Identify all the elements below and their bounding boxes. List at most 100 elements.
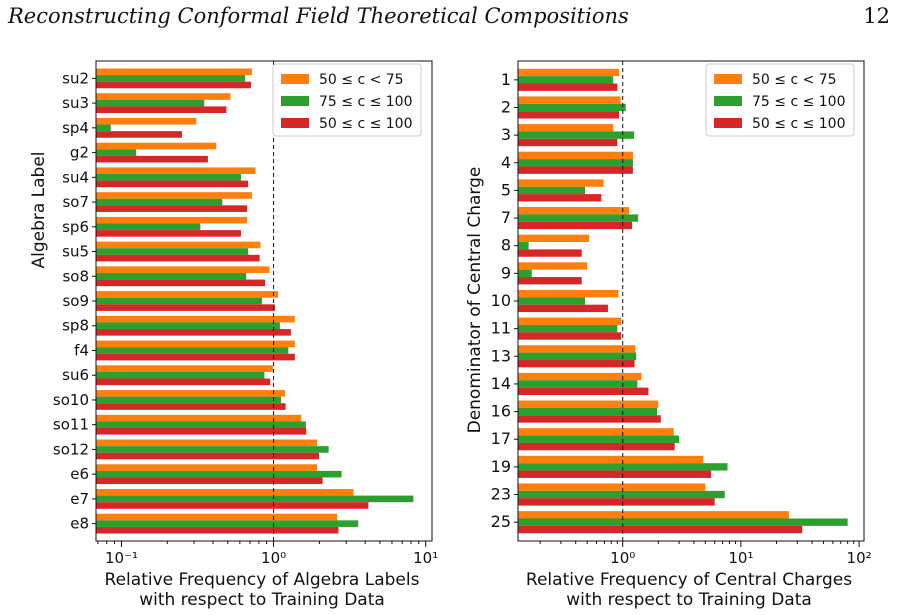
bar-right-19-series-2 bbox=[518, 463, 728, 471]
bar-left-sp6-series-1 bbox=[96, 216, 248, 224]
x-axis-label-right-line2: with respect to Training Data bbox=[566, 590, 812, 610]
bar-right-10-series-3 bbox=[518, 304, 608, 313]
bar-left-so11-series-2 bbox=[96, 421, 306, 428]
ytick-label-left-su5: su5 bbox=[62, 243, 89, 261]
ytick-label-left-su3: su3 bbox=[62, 94, 89, 112]
bar-left-f4-series-3 bbox=[96, 353, 295, 361]
ytick-label-left-g2: g2 bbox=[70, 144, 89, 162]
bar-left-su4-series-2 bbox=[96, 174, 241, 181]
bar-right-11-series-3 bbox=[518, 332, 622, 340]
bar-left-e7-series-3 bbox=[96, 502, 369, 509]
bar-left-e6-series-3 bbox=[96, 477, 323, 485]
bar-right-13-series-2 bbox=[518, 352, 637, 360]
bar-right-3-series-3 bbox=[518, 138, 618, 147]
ytick-label-right-19: 19 bbox=[491, 457, 511, 476]
bar-left-e6-series-2 bbox=[96, 470, 342, 478]
ytick-label-left-sp6: sp6 bbox=[62, 218, 89, 236]
bar-right-4-series-1 bbox=[518, 151, 633, 160]
bar-left-so10-series-2 bbox=[96, 396, 282, 404]
bar-right-14-series-1 bbox=[518, 372, 642, 381]
bar-left-e8-series-1 bbox=[96, 513, 338, 521]
bar-left-so8-series-3 bbox=[96, 279, 266, 287]
ytick-label-left-e7: e7 bbox=[70, 490, 89, 508]
bar-left-sp4-series-2 bbox=[96, 124, 111, 132]
bar-left-su3-series-1 bbox=[96, 93, 231, 100]
bar-left-so12-series-1 bbox=[96, 439, 318, 447]
xtick-label-left-0: 10⁻¹ bbox=[105, 549, 138, 567]
bar-left-g2-series-3 bbox=[96, 155, 208, 163]
bar-right-19-series-1 bbox=[518, 455, 704, 464]
x-axis-label-right-line1: Relative Frequency of Central Charges bbox=[526, 570, 852, 590]
bar-left-so12-series-2 bbox=[96, 446, 329, 453]
bar-right-10-series-1 bbox=[518, 289, 619, 298]
bar-left-so8-series-2 bbox=[96, 272, 247, 280]
xtick-label-left-2: 10¹ bbox=[413, 549, 438, 567]
bar-left-su6-series-1 bbox=[96, 365, 273, 372]
bar-right-23-series-1 bbox=[518, 483, 706, 491]
ytick-label-right-5: 5 bbox=[501, 180, 511, 199]
legend-label-right-2: 75 ≤ c ≤ 100 bbox=[752, 94, 846, 110]
legend-swatch-right-2 bbox=[714, 96, 742, 106]
ytick-label-right-4: 4 bbox=[501, 153, 511, 172]
bar-left-f4-series-1 bbox=[96, 340, 295, 348]
bar-right-8-series-1 bbox=[518, 234, 590, 243]
bar-right-2-series-2 bbox=[518, 103, 626, 112]
ytick-label-left-so11: so11 bbox=[53, 416, 89, 434]
xtick-label-right-0: 10⁰ bbox=[610, 549, 635, 567]
legend-label-right-3: 50 ≤ c ≤ 100 bbox=[752, 116, 846, 132]
bar-right-3-series-1 bbox=[518, 124, 614, 132]
bar-left-e7-series-2 bbox=[96, 495, 414, 503]
bar-right-17-series-3 bbox=[518, 442, 675, 451]
ytick-label-left-f4: f4 bbox=[74, 341, 89, 359]
bar-right-14-series-2 bbox=[518, 380, 638, 388]
bar-left-so7-series-3 bbox=[96, 205, 248, 212]
bar-left-su2-series-2 bbox=[96, 75, 246, 82]
ytick-label-right-17: 17 bbox=[491, 429, 511, 448]
bar-left-g2-series-2 bbox=[96, 149, 137, 156]
legend-label-left-3: 50 ≤ c ≤ 100 bbox=[319, 116, 413, 132]
bar-left-sp8-series-3 bbox=[96, 329, 291, 336]
bar-left-su4-series-1 bbox=[96, 167, 256, 175]
bar-left-so10-series-1 bbox=[96, 390, 286, 397]
bar-right-7-series-1 bbox=[518, 207, 629, 215]
bar-left-e7-series-1 bbox=[96, 489, 354, 496]
bar-left-so7-series-2 bbox=[96, 198, 223, 206]
y-axis-label-right: Denominator of Central Charge bbox=[465, 167, 485, 434]
legend-swatch-right-1 bbox=[714, 74, 742, 84]
ytick-label-right-2: 2 bbox=[501, 97, 511, 116]
bar-right-17-series-1 bbox=[518, 428, 674, 436]
bar-right-25-series-2 bbox=[518, 518, 848, 526]
ytick-label-right-9: 9 bbox=[501, 263, 511, 282]
bar-left-su4-series-3 bbox=[96, 180, 249, 188]
bar-right-13-series-3 bbox=[518, 359, 635, 368]
bar-left-so8-series-1 bbox=[96, 266, 270, 273]
legend-swatch-right-3 bbox=[714, 118, 742, 128]
bar-right-13-series-1 bbox=[518, 345, 636, 353]
xtick-label-right-1: 10¹ bbox=[728, 549, 753, 567]
ytick-label-right-11: 11 bbox=[491, 319, 511, 338]
xtick-label-right-2: 10² bbox=[847, 549, 872, 567]
ytick-label-right-13: 13 bbox=[491, 346, 511, 365]
bar-left-su2-series-3 bbox=[96, 81, 251, 89]
bar-right-9-series-1 bbox=[518, 262, 588, 270]
bar-right-25-series-3 bbox=[518, 525, 803, 534]
x-axis-label-left-line2: with respect to Training Data bbox=[139, 590, 385, 610]
bar-left-sp4-series-3 bbox=[96, 131, 183, 138]
bar-left-e8-series-3 bbox=[96, 526, 339, 534]
ytick-label-left-so7: so7 bbox=[62, 193, 89, 211]
ytick-label-right-10: 10 bbox=[491, 291, 511, 310]
bar-right-8-series-3 bbox=[518, 249, 582, 257]
bar-left-su5-series-2 bbox=[96, 248, 249, 255]
bar-right-7-series-2 bbox=[518, 214, 639, 222]
bar-left-su6-series-3 bbox=[96, 378, 271, 386]
bar-right-16-series-1 bbox=[518, 400, 659, 408]
bar-left-sp8-series-2 bbox=[96, 322, 280, 330]
legend-label-left-2: 75 ≤ c ≤ 100 bbox=[319, 94, 413, 110]
ytick-label-right-23: 23 bbox=[491, 485, 511, 504]
bar-left-so7-series-1 bbox=[96, 192, 252, 199]
bar-right-10-series-2 bbox=[518, 297, 586, 305]
legend-swatch-left-3 bbox=[281, 118, 309, 128]
legend-box-left bbox=[272, 63, 422, 137]
bar-left-so11-series-1 bbox=[96, 414, 302, 422]
bar-left-sp6-series-3 bbox=[96, 230, 241, 237]
